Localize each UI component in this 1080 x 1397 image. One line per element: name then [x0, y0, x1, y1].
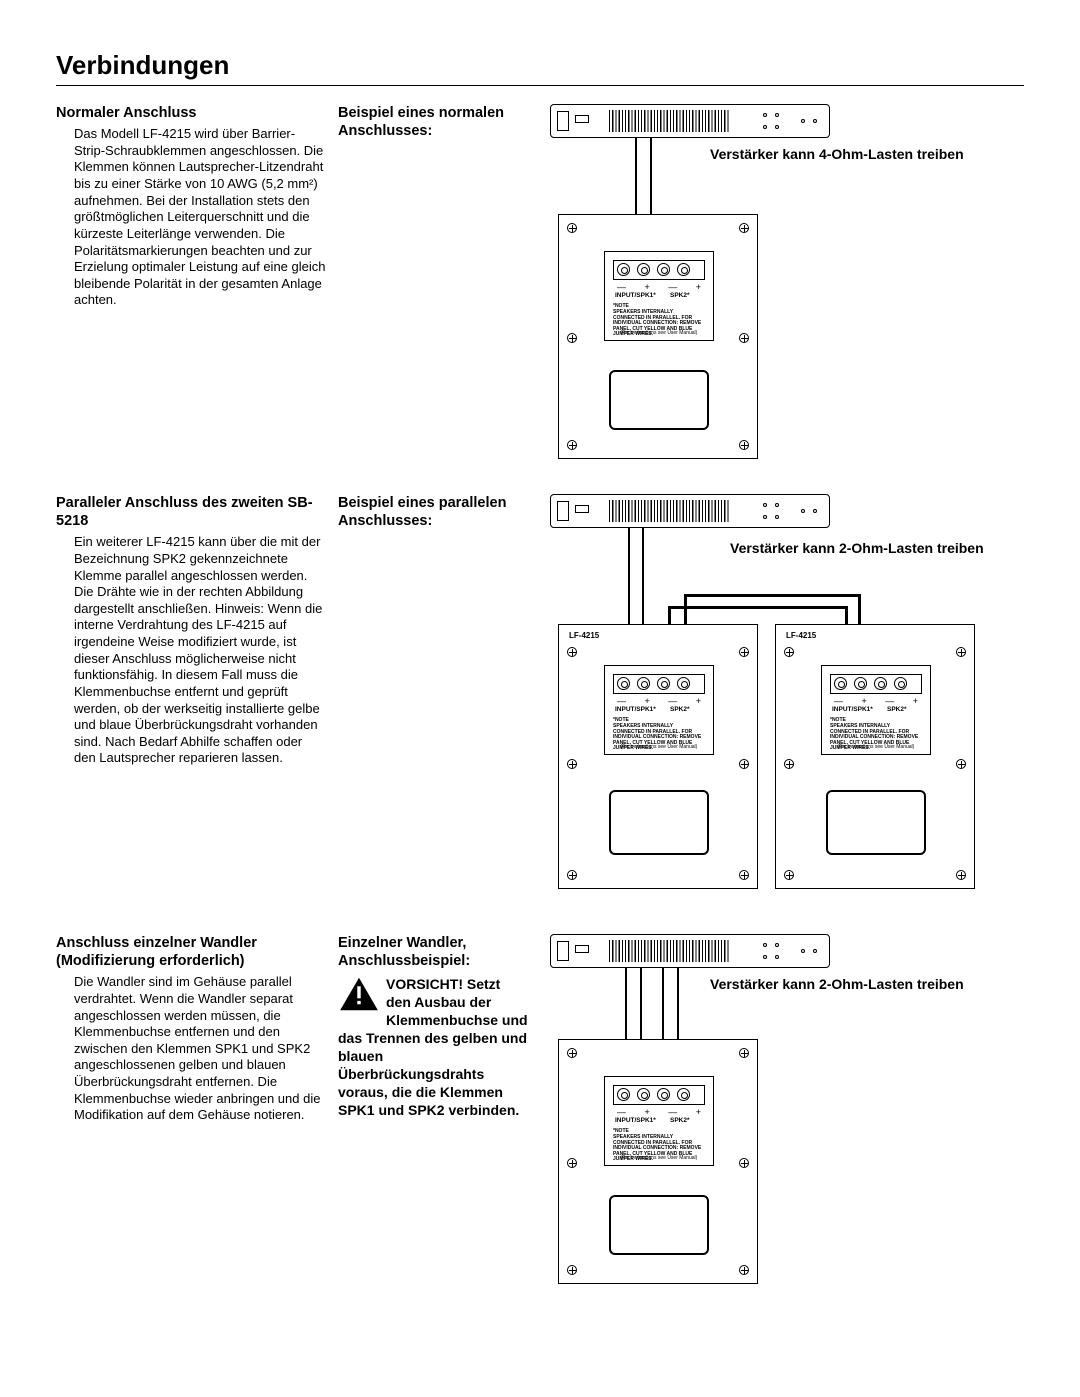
speaker-cone-icon — [609, 370, 709, 430]
amp-note-normal: Verstärker kann 4-Ohm-Lasten treiben — [710, 146, 964, 164]
spk2-label: SPK2* — [887, 706, 907, 713]
diagram-parallel: Verstärker kann 2-Ohm-Lasten treiben LF-… — [540, 494, 1024, 904]
single-mid-heading: Einzelner Wandler, Anschlussbeispiel: — [338, 934, 528, 970]
terminal-panel-icon: — + — + INPUT/SPK1* SPK2* *NOTE SPEAKERS… — [604, 665, 714, 755]
amplifier-icon — [550, 494, 830, 528]
parallel-body: Ein weiterer LF-4215 kann über die mit d… — [56, 534, 326, 767]
spk2-label: SPK2* — [670, 1117, 690, 1124]
page-title: Verbindungen — [56, 50, 1024, 86]
instructions-label: (For instructions see User Manual) — [605, 330, 713, 336]
diagram-normal: Verstärker kann 4-Ohm-Lasten treiben — +… — [540, 104, 1024, 464]
instructions-label: (For instructions see User Manual) — [605, 744, 713, 750]
polarity-label: — + — + — [617, 696, 709, 706]
terminal-panel-icon: — + — + INPUT/SPK1* SPK2* *NOTE SPEAKERS… — [604, 1076, 714, 1166]
terminal-panel-icon: — + — + INPUT/SPK1* SPK2* *NOTE SPEAKERS… — [604, 251, 714, 341]
polarity-label: — + — + — [834, 696, 926, 706]
spk2-label: SPK2* — [670, 706, 690, 713]
normal-heading: Normaler Anschluss — [56, 104, 326, 122]
input-spk1-label: INPUT/SPK1* — [615, 706, 656, 713]
normal-mid-heading: Beispiel eines normalen Anschlusses: — [338, 104, 528, 140]
section-normal: Normaler Anschluss Das Modell LF-4215 wi… — [56, 104, 1024, 464]
terminal-panel-icon: — + — + INPUT/SPK1* SPK2* *NOTE SPEAKERS… — [821, 665, 931, 755]
instructions-label: (For instructions see User Manual) — [822, 744, 930, 750]
amplifier-icon — [550, 934, 830, 968]
warning-block: VORSICHT! Setzt den Ausbau der Klemmenbu… — [338, 976, 528, 1119]
single-body: Die Wandler sind im Gehäuse parallel ver… — [56, 974, 326, 1124]
amp-note-single: Verstärker kann 2-Ohm-Lasten treiben — [710, 976, 964, 994]
model-label: LF-4215 — [569, 631, 599, 640]
polarity-label: — + — + — [617, 282, 709, 292]
single-heading: Anschluss einzelner Wandler (Modifizieru… — [56, 934, 326, 970]
speaker-cabinet-icon: LF-4215 — + — + INPUT/SPK1* SPK2* *NOTE … — [775, 624, 975, 889]
wire-thick-icon — [668, 606, 848, 609]
speaker-cabinet-icon: LF-4215 — + — + INPUT/SPK1* SPK2* *NOTE … — [558, 624, 758, 889]
diagram-single: Verstärker kann 2-Ohm-Lasten treiben — [540, 934, 1024, 1294]
parallel-mid-heading: Beispiel eines parallelen Anschlusses: — [338, 494, 528, 530]
instructions-label: (For instructions see User Manual) — [605, 1155, 713, 1161]
polarity-label: — + — + — [617, 1107, 709, 1117]
input-spk1-label: INPUT/SPK1* — [615, 292, 656, 299]
input-spk1-label: INPUT/SPK1* — [832, 706, 873, 713]
parallel-heading: Paralleler Anschluss des zweiten SB-5218 — [56, 494, 326, 530]
section-single: Anschluss einzelner Wandler (Modifizieru… — [56, 934, 1024, 1294]
model-label: LF-4215 — [786, 631, 816, 640]
speaker-cone-icon — [826, 790, 926, 855]
input-spk1-label: INPUT/SPK1* — [615, 1117, 656, 1124]
amp-note-parallel: Verstärker kann 2-Ohm-Lasten treiben — [730, 540, 984, 558]
normal-body: Das Modell LF-4215 wird über Barrier-Str… — [56, 126, 326, 309]
speaker-cabinet-icon: — + — + INPUT/SPK1* SPK2* *NOTE SPEAKERS… — [558, 214, 758, 459]
section-parallel: Paralleler Anschluss des zweiten SB-5218… — [56, 494, 1024, 904]
wire-thick-icon — [684, 594, 861, 597]
warning-triangle-icon — [338, 976, 380, 1012]
amplifier-icon — [550, 104, 830, 138]
spk2-label: SPK2* — [670, 292, 690, 299]
speaker-cone-icon — [609, 790, 709, 855]
speaker-cabinet-icon: — + — + INPUT/SPK1* SPK2* *NOTE SPEAKERS… — [558, 1039, 758, 1284]
speaker-cone-icon — [609, 1195, 709, 1255]
